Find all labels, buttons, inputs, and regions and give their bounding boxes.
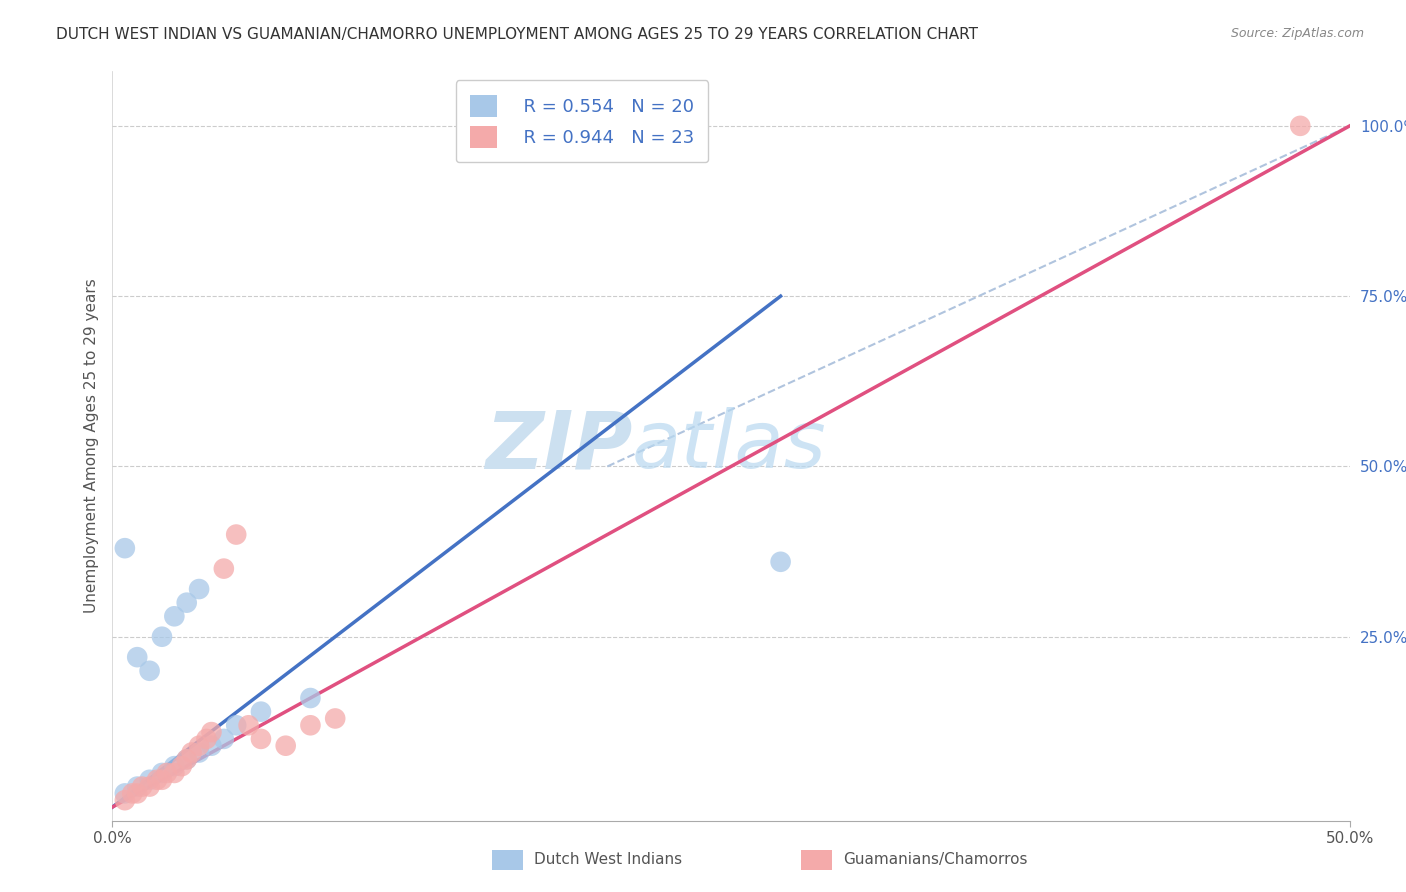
Point xyxy=(127,780,149,794)
Point xyxy=(195,731,218,746)
Point xyxy=(180,746,202,760)
Point xyxy=(274,739,297,753)
Text: DUTCH WEST INDIAN VS GUAMANIAN/CHAMORRO UNEMPLOYMENT AMONG AGES 25 TO 29 YEARS C: DUTCH WEST INDIAN VS GUAMANIAN/CHAMORRO … xyxy=(56,27,979,42)
Point xyxy=(163,766,186,780)
Point xyxy=(176,596,198,610)
Point xyxy=(225,527,247,541)
Point xyxy=(188,739,211,753)
Point xyxy=(150,772,173,787)
Point xyxy=(138,780,160,794)
Point xyxy=(769,555,792,569)
Point xyxy=(225,718,247,732)
Point xyxy=(150,766,173,780)
Point xyxy=(176,752,198,766)
Point xyxy=(131,780,153,794)
Point xyxy=(238,718,260,732)
Point xyxy=(188,582,211,596)
Point xyxy=(299,691,322,706)
Point xyxy=(200,739,222,753)
Point xyxy=(156,766,179,780)
Text: ZIP: ZIP xyxy=(485,407,633,485)
Point xyxy=(170,759,193,773)
Point xyxy=(114,793,136,807)
Point xyxy=(127,650,149,665)
Point xyxy=(163,609,186,624)
Point xyxy=(212,731,235,746)
Text: Dutch West Indians: Dutch West Indians xyxy=(534,853,682,867)
Point xyxy=(212,561,235,575)
Legend:   R = 0.554   N = 20,   R = 0.944   N = 23: R = 0.554 N = 20, R = 0.944 N = 23 xyxy=(456,80,709,162)
Text: Guamanians/Chamorros: Guamanians/Chamorros xyxy=(844,853,1028,867)
Text: atlas: atlas xyxy=(633,407,827,485)
Point xyxy=(299,718,322,732)
Y-axis label: Unemployment Among Ages 25 to 29 years: Unemployment Among Ages 25 to 29 years xyxy=(83,278,98,614)
Point xyxy=(1289,119,1312,133)
Text: Source: ZipAtlas.com: Source: ZipAtlas.com xyxy=(1230,27,1364,40)
Point xyxy=(250,705,273,719)
Point xyxy=(114,541,136,556)
Point xyxy=(200,725,222,739)
Point xyxy=(150,630,173,644)
Point xyxy=(176,752,198,766)
Point xyxy=(146,772,169,787)
Point xyxy=(127,786,149,800)
Point xyxy=(323,711,346,725)
Point xyxy=(163,759,186,773)
Point xyxy=(121,786,143,800)
Point xyxy=(138,772,160,787)
Point xyxy=(114,786,136,800)
Point xyxy=(250,731,273,746)
Point xyxy=(188,746,211,760)
Point xyxy=(138,664,160,678)
